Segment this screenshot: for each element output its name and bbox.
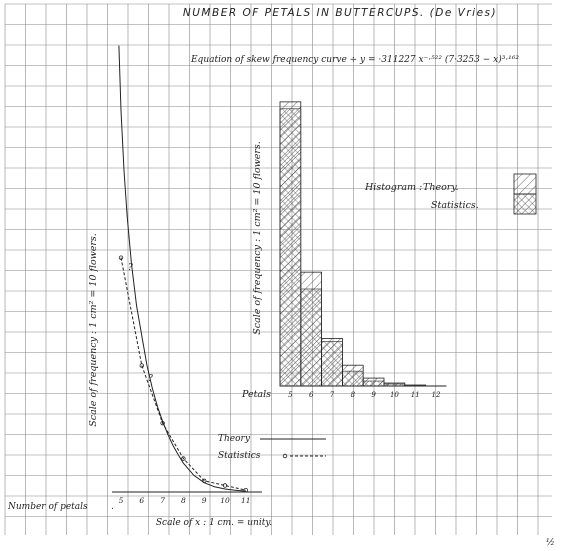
histogram-legend-theory-label: Theory. — [423, 182, 458, 193]
left-x-tick-label: 8 — [181, 496, 186, 505]
legend-statistics-label: Statistics — [218, 451, 261, 461]
page-mark: ½ — [546, 537, 555, 548]
histogram-x-tick-labels: 5 6 7 8 9 10 11 12 — [288, 391, 441, 399]
histogram-legend: Histogram : Theory. Statistics. — [364, 173, 537, 215]
left-frequency-curve: Scale of frequency : 1 cm² = 10 flowers.… — [7, 45, 326, 528]
histogram-x-tick-label: 5 — [288, 391, 293, 399]
histogram-legend-title: Histogram : — [364, 182, 422, 193]
histogram-x-tick-label: 8 — [351, 391, 356, 399]
left-x-axis-title-dot: . — [111, 502, 114, 512]
histogram-legend-statistics-label: Statistics. — [431, 200, 479, 211]
chart-title: NUMBER OF PETALS IN BUTTERCUPS. (De Vrie… — [183, 7, 497, 19]
histogram-bar-statistics — [342, 370, 364, 387]
left-x-tick-label: 9 — [202, 496, 207, 505]
histogram-x-tick-label: 10 — [390, 391, 399, 399]
statistics-point — [222, 483, 228, 488]
statistics-point — [139, 363, 144, 368]
statistics-point — [160, 420, 165, 426]
histogram-bars — [279, 101, 447, 387]
histogram-bar-statistics — [300, 288, 322, 387]
left-x-tick-labels: 5 6 7 8 9 10 11 — [119, 496, 251, 505]
left-series-points — [118, 255, 248, 493]
annotation-question-2: ? — [148, 374, 153, 384]
histogram-x-tick-label: 9 — [371, 391, 376, 399]
histogram-x-tick-label: 12 — [432, 391, 441, 399]
histogram-bar-statistics — [279, 108, 302, 387]
series-line-statistics — [120, 257, 246, 491]
statistics-point — [118, 255, 124, 260]
left-x-tick-label: 7 — [160, 496, 165, 505]
chart-equation: Equation of skew frequency curve ÷ y = ·… — [190, 54, 519, 65]
histogram-y-axis-label: Scale of frequency : 1 cm² = 10 flowers. — [252, 141, 263, 335]
chart-grid — [4, 3, 552, 535]
left-x-tick-label: 10 — [220, 496, 230, 505]
left-legend: Theory Statistics — [218, 434, 326, 461]
histogram-legend-theory-swatch — [513, 173, 537, 195]
histogram-x-tick-label: 11 — [411, 391, 420, 399]
left-y-axis-label: Scale of frequency : 1 cm² = 10 flowers. — [88, 233, 99, 427]
left-x-tick-label: 5 — [119, 496, 124, 505]
histogram-legend-statistics-swatch — [513, 193, 537, 215]
annotation-question-1: ? — [128, 263, 133, 273]
legend-theory-label: Theory — [218, 434, 251, 444]
left-series-lines — [112, 45, 262, 493]
legend-statistics-marker — [282, 453, 288, 459]
histogram-x-tick-label: 7 — [330, 391, 335, 399]
left-x-axis-title: Number of petals — [7, 502, 88, 512]
statistics-point — [181, 456, 186, 461]
statistics-point — [201, 478, 207, 484]
histogram-x-axis-label: Petals — [241, 389, 271, 400]
left-x-scale-label: Scale of x : 1 cm. = unity. — [156, 518, 272, 528]
histogram-x-tick-label: 6 — [309, 391, 314, 399]
histogram-bar-statistics — [321, 341, 343, 387]
histogram-chart: Scale of frequency : 1 cm² = 10 flowers.… — [241, 101, 537, 400]
left-x-tick-label: 11 — [241, 496, 251, 505]
left-x-tick-label: 6 — [139, 496, 144, 505]
histogram-bar-statistics — [362, 380, 385, 387]
statistics-point — [243, 487, 248, 493]
series-line-theory — [118, 45, 246, 492]
